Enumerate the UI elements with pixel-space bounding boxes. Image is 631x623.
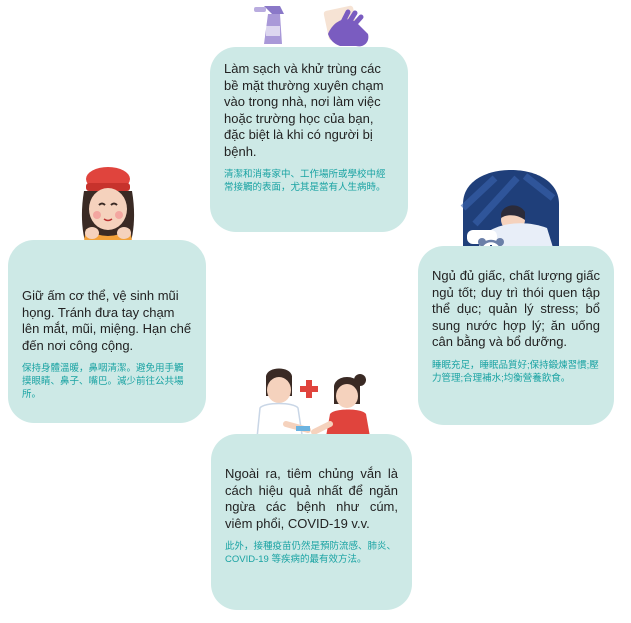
cleaning-text-vi: Làm sạch và khử trùng các bề mặt thường … — [224, 61, 384, 159]
keep-warm-card: Giữ ấm cơ thể, vệ sinh mũi họng. Tránh đ… — [8, 240, 206, 423]
vaccination-text-zh: 此外，接種疫苗仍然是預防流感、肺炎、COVID-19 等疾病的最有效方法。 — [225, 541, 397, 565]
sleep-text-zh: 睡眠充足，睡眠品質好;保持鍛煉習慣;壓力管理;合理補水;均衡營養飲食。 — [432, 359, 599, 384]
sleeping-person-icon — [460, 170, 559, 254]
cleaning-text-zh: 清潔和消毒家中、工作場所或學校中經常接觸的表面，尤其是當有人生病時。 — [224, 169, 386, 193]
keep-warm-text-zh: 保持身體溫暖，鼻咽清潔。避免用手觸摸眼睛、鼻子、嘴巴。減少前往公共場所。 — [22, 363, 184, 400]
gloved-hand-cloth-icon — [323, 5, 369, 47]
vaccination-card: Ngoài ra, tiêm chủng vắn là cách hiệu qu… — [211, 434, 412, 610]
vaccination-text-vi: Ngoài ra, tiêm chủng vắn là cách hiệu qu… — [225, 466, 398, 531]
red-cross-icon — [300, 380, 318, 398]
sleep-card: Ngủ đủ giấc, chất lượng giấc ngủ tốt; du… — [418, 246, 614, 425]
cleaning-card: Làm sạch và khử trùng các bề mặt thường … — [210, 47, 408, 232]
keep-warm-text-vi: Giữ ấm cơ thể, vệ sinh mũi họng. Tránh đ… — [22, 288, 192, 353]
sleep-text-vi: Ngủ đủ giấc, chất lượng giấc ngủ tốt; du… — [432, 268, 600, 349]
spray-bottle-icon — [254, 6, 284, 44]
